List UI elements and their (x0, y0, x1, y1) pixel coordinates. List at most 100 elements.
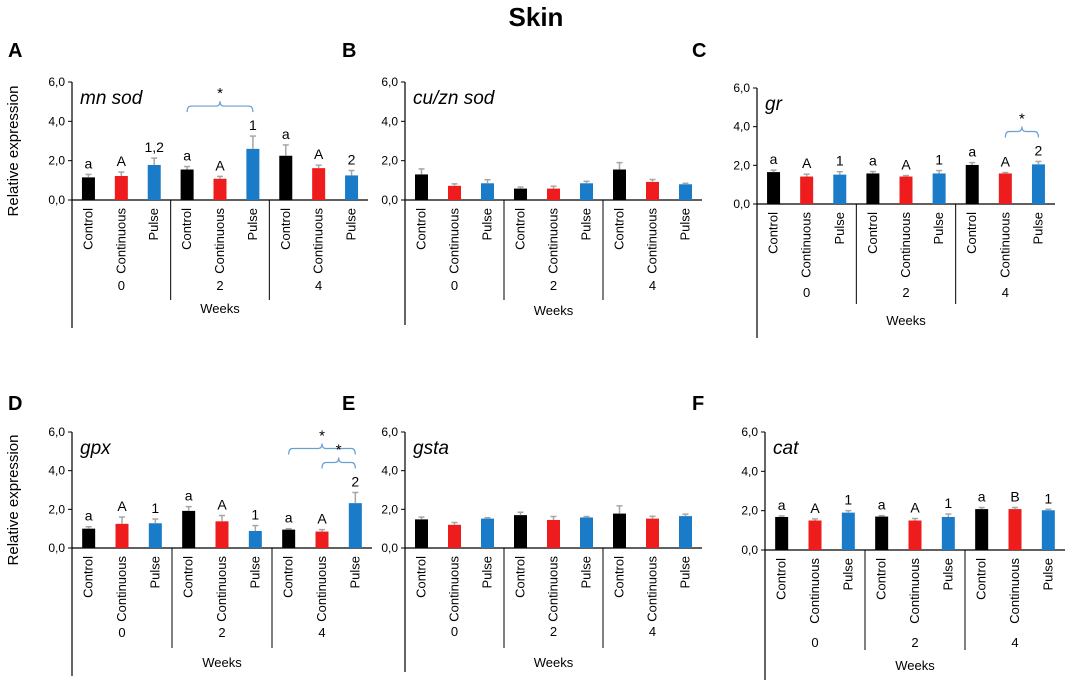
panel-c-group-label: 2 (902, 285, 909, 300)
panel-b-y-tick-label: 4,0 (381, 114, 398, 128)
panel-a-group-label: 0 (118, 278, 125, 293)
panel-b-group-label: 2 (550, 278, 557, 293)
panel-f-sig-label: 1 (844, 492, 852, 508)
panel-f-letter: F (692, 393, 704, 415)
panel-c-category-label: Continuous (898, 212, 913, 278)
panel-c-bar-pulse (1031, 164, 1045, 204)
panel-d-bar-control (82, 528, 96, 548)
panel-e-bar-control (415, 519, 428, 548)
panel-c-y-tick-label: 2,0 (733, 158, 750, 172)
panel-c-bar-continuous (800, 176, 814, 204)
panel-f-category-label: Control (874, 558, 889, 600)
panel-c-category-label: Pulse (1030, 212, 1045, 245)
panel-d-category-label: Pulse (147, 556, 162, 589)
panel-e-bar-continuous (646, 518, 659, 548)
panel-a-sig-label: a (183, 148, 191, 164)
panel-c-y-tick-label: 4,0 (733, 120, 750, 134)
panel-d-group-label: 0 (118, 625, 125, 640)
panel-a-sig-label: A (117, 153, 127, 169)
panel-a-bar-control (81, 177, 95, 200)
panel-e-group-label: 2 (550, 624, 557, 639)
panel-c-sig-label: A (1001, 153, 1011, 169)
panel-c-category-label: Continuous (997, 212, 1012, 278)
panel-e-bar-control (514, 515, 527, 548)
panel-e-weeks-label: Weeks (534, 655, 574, 670)
panel-a-category-label: Control (80, 208, 95, 250)
panel-b-y-tick-label: 6,0 (381, 75, 398, 89)
panel-e-group-label: 4 (649, 624, 656, 639)
panel-a-bar-pulse (246, 148, 260, 200)
panel-d-significance-bracket (288, 443, 356, 455)
panel-d-significance-star: * (336, 442, 342, 459)
panel-b-category-label: Continuous (645, 208, 660, 274)
panel-a-bar-pulse (147, 164, 161, 200)
panel-c-sig-label: a (968, 144, 976, 160)
panel-d-sig-label: 1 (151, 500, 159, 516)
panel-a-bar-continuous (114, 176, 128, 200)
panel-c-sig-label: A (901, 157, 911, 173)
panel-c-bar-continuous (899, 176, 913, 204)
panel-d-sig-label: a (185, 488, 193, 504)
panel-b-bar-control (514, 188, 527, 200)
panel-e-category-label: Continuous (645, 556, 660, 622)
panel-a-significance-star: * (217, 85, 223, 102)
panel-d-y-axis-title: Relative expression (5, 435, 22, 566)
panel-b-letter: B (342, 40, 356, 62)
panel-f-category-label: Pulse (840, 558, 855, 591)
figure-title: Skin (508, 2, 564, 32)
panel-c-category-label: Control (766, 212, 781, 254)
panel-a-y-tick-label: 4,0 (48, 114, 65, 128)
panel-f-gene-title: cat (773, 438, 799, 459)
panel-f-bar-pulse (941, 516, 955, 550)
panel-a-bar-continuous (312, 168, 326, 200)
panel-e-y-tick-label: 0,0 (381, 541, 398, 555)
panel-b-y-tick-label: 0,0 (381, 193, 398, 207)
panel-e-category-label: Continuous (447, 556, 462, 622)
panel-f-category-label: Control (974, 558, 989, 600)
panel-b-category-label: Pulse (678, 208, 693, 241)
panel-a-sig-label: 2 (348, 152, 356, 168)
panel-c-significance-star: * (1019, 110, 1025, 127)
panel-d-y-tick-label: 2,0 (48, 502, 65, 516)
panel-a-category-label: Control (179, 208, 194, 250)
panel-d-bar-continuous (315, 531, 329, 548)
panel-a-group-label: 4 (315, 278, 322, 293)
panel-f-y-tick-label: 0,0 (741, 543, 758, 557)
panel-d-group-label: 4 (318, 625, 325, 640)
panel-f-category-label: Pulse (940, 558, 955, 591)
panel-d-weeks-label: Weeks (202, 655, 242, 670)
panel-f-bar-control (775, 516, 789, 550)
panel-a-category-label: Control (278, 208, 293, 250)
panel-b-y-tick-label: 2,0 (381, 154, 398, 168)
panel-a-bar-continuous (213, 178, 227, 200)
panel-c-group-label: 4 (1002, 285, 1009, 300)
panel-b-bar-control (613, 169, 626, 200)
panel-d-category-label: Control (81, 556, 96, 598)
panel-b-bar-control (415, 174, 428, 200)
panel-c-category-label: Control (964, 212, 979, 254)
panel-a-weeks-label: Weeks (200, 301, 240, 316)
panel-d-category-label: Pulse (247, 556, 262, 589)
panel-c-category-label: Pulse (931, 212, 946, 245)
panel-e-category-label: Control (414, 556, 429, 598)
panel-c-sig-label: a (869, 153, 877, 169)
panel-c-weeks-label: Weeks (886, 313, 926, 328)
panel-d-bar-pulse (248, 530, 262, 548)
panel-a-gene-title: mn sod (80, 88, 144, 109)
panel-f-group-label: 0 (811, 635, 818, 650)
panel-d-y-tick-label: 0,0 (48, 541, 65, 555)
panel-f-group-label: 2 (911, 635, 918, 650)
panel-d-bar-pulse (348, 503, 362, 548)
panel-a-y-axis-title: Relative expression (5, 86, 22, 217)
panel-c-significance-bracket (1004, 126, 1040, 138)
panel-e-letter: E (342, 393, 355, 415)
panel-f-sig-label: a (878, 497, 886, 513)
panel-b-category-label: Control (513, 208, 528, 250)
panel-f-category-label: Continuous (907, 558, 922, 624)
panel-f-sig-label: 1 (1044, 490, 1052, 506)
panel-c-sig-label: 1 (935, 152, 943, 168)
panel-c-letter: C (692, 40, 706, 62)
panel-d-sig-label: A (317, 511, 327, 527)
panel-a-category-label: Continuous (212, 208, 227, 274)
panel-b-bar-pulse (580, 183, 593, 200)
